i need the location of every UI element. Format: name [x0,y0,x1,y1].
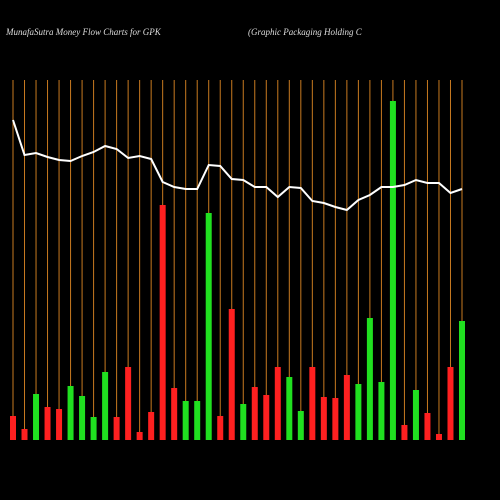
bar [113,417,120,440]
bar [412,390,419,440]
bar [136,432,143,440]
bar [102,372,109,440]
money-flow-line [12,119,463,212]
bar [286,377,293,440]
chart-title: MunafaSutra Money Flow Charts for GPK [5,27,162,37]
bar [366,318,373,440]
bar [320,397,327,440]
bar [263,395,270,440]
bar [389,101,396,440]
bar [205,213,212,440]
bar [44,407,51,440]
bar [182,401,189,440]
bar [297,411,304,440]
bar [125,367,132,440]
bar [459,321,465,440]
bar [217,416,224,440]
bar [194,401,201,440]
bar [10,416,16,440]
bar [447,367,454,440]
bar [251,387,258,440]
bar [240,404,247,440]
bar [148,412,155,440]
chart-subtitle: (Graphic Packaging Holding C [248,27,363,37]
bar [21,429,28,440]
bar [435,434,442,440]
bar [401,425,408,440]
bar [33,394,40,440]
bar [171,388,178,440]
bar [67,386,74,440]
bar [56,409,63,440]
bar [228,309,235,440]
bar [343,375,350,440]
bar [332,398,339,440]
bar [309,367,316,440]
bar [355,384,362,440]
bar [378,382,385,440]
bar [424,413,431,440]
bar [159,205,166,440]
bar [274,367,281,440]
bar [79,396,86,440]
bar [90,417,97,440]
